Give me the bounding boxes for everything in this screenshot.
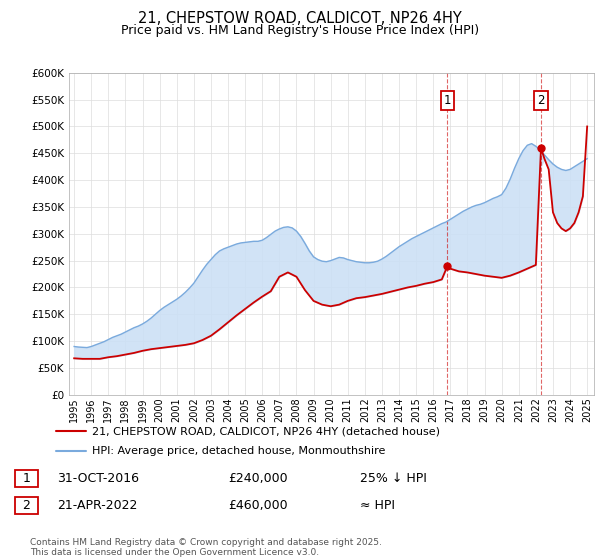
Text: HPI: Average price, detached house, Monmouthshire: HPI: Average price, detached house, Monm… [92, 446, 386, 456]
Text: 2: 2 [22, 499, 31, 512]
Text: Contains HM Land Registry data © Crown copyright and database right 2025.
This d: Contains HM Land Registry data © Crown c… [30, 538, 382, 557]
Text: Price paid vs. HM Land Registry's House Price Index (HPI): Price paid vs. HM Land Registry's House … [121, 24, 479, 36]
Text: 1: 1 [22, 472, 31, 486]
Text: 1: 1 [443, 94, 451, 107]
Text: 21, CHEPSTOW ROAD, CALDICOT, NP26 4HY (detached house): 21, CHEPSTOW ROAD, CALDICOT, NP26 4HY (d… [92, 426, 440, 436]
Text: £240,000: £240,000 [228, 472, 287, 486]
Text: £460,000: £460,000 [228, 499, 287, 512]
Text: 25% ↓ HPI: 25% ↓ HPI [360, 472, 427, 486]
Text: 2: 2 [537, 94, 545, 107]
Text: ≈ HPI: ≈ HPI [360, 499, 395, 512]
Text: 31-OCT-2016: 31-OCT-2016 [57, 472, 139, 486]
Text: 21-APR-2022: 21-APR-2022 [57, 499, 137, 512]
Text: 21, CHEPSTOW ROAD, CALDICOT, NP26 4HY: 21, CHEPSTOW ROAD, CALDICOT, NP26 4HY [138, 11, 462, 26]
